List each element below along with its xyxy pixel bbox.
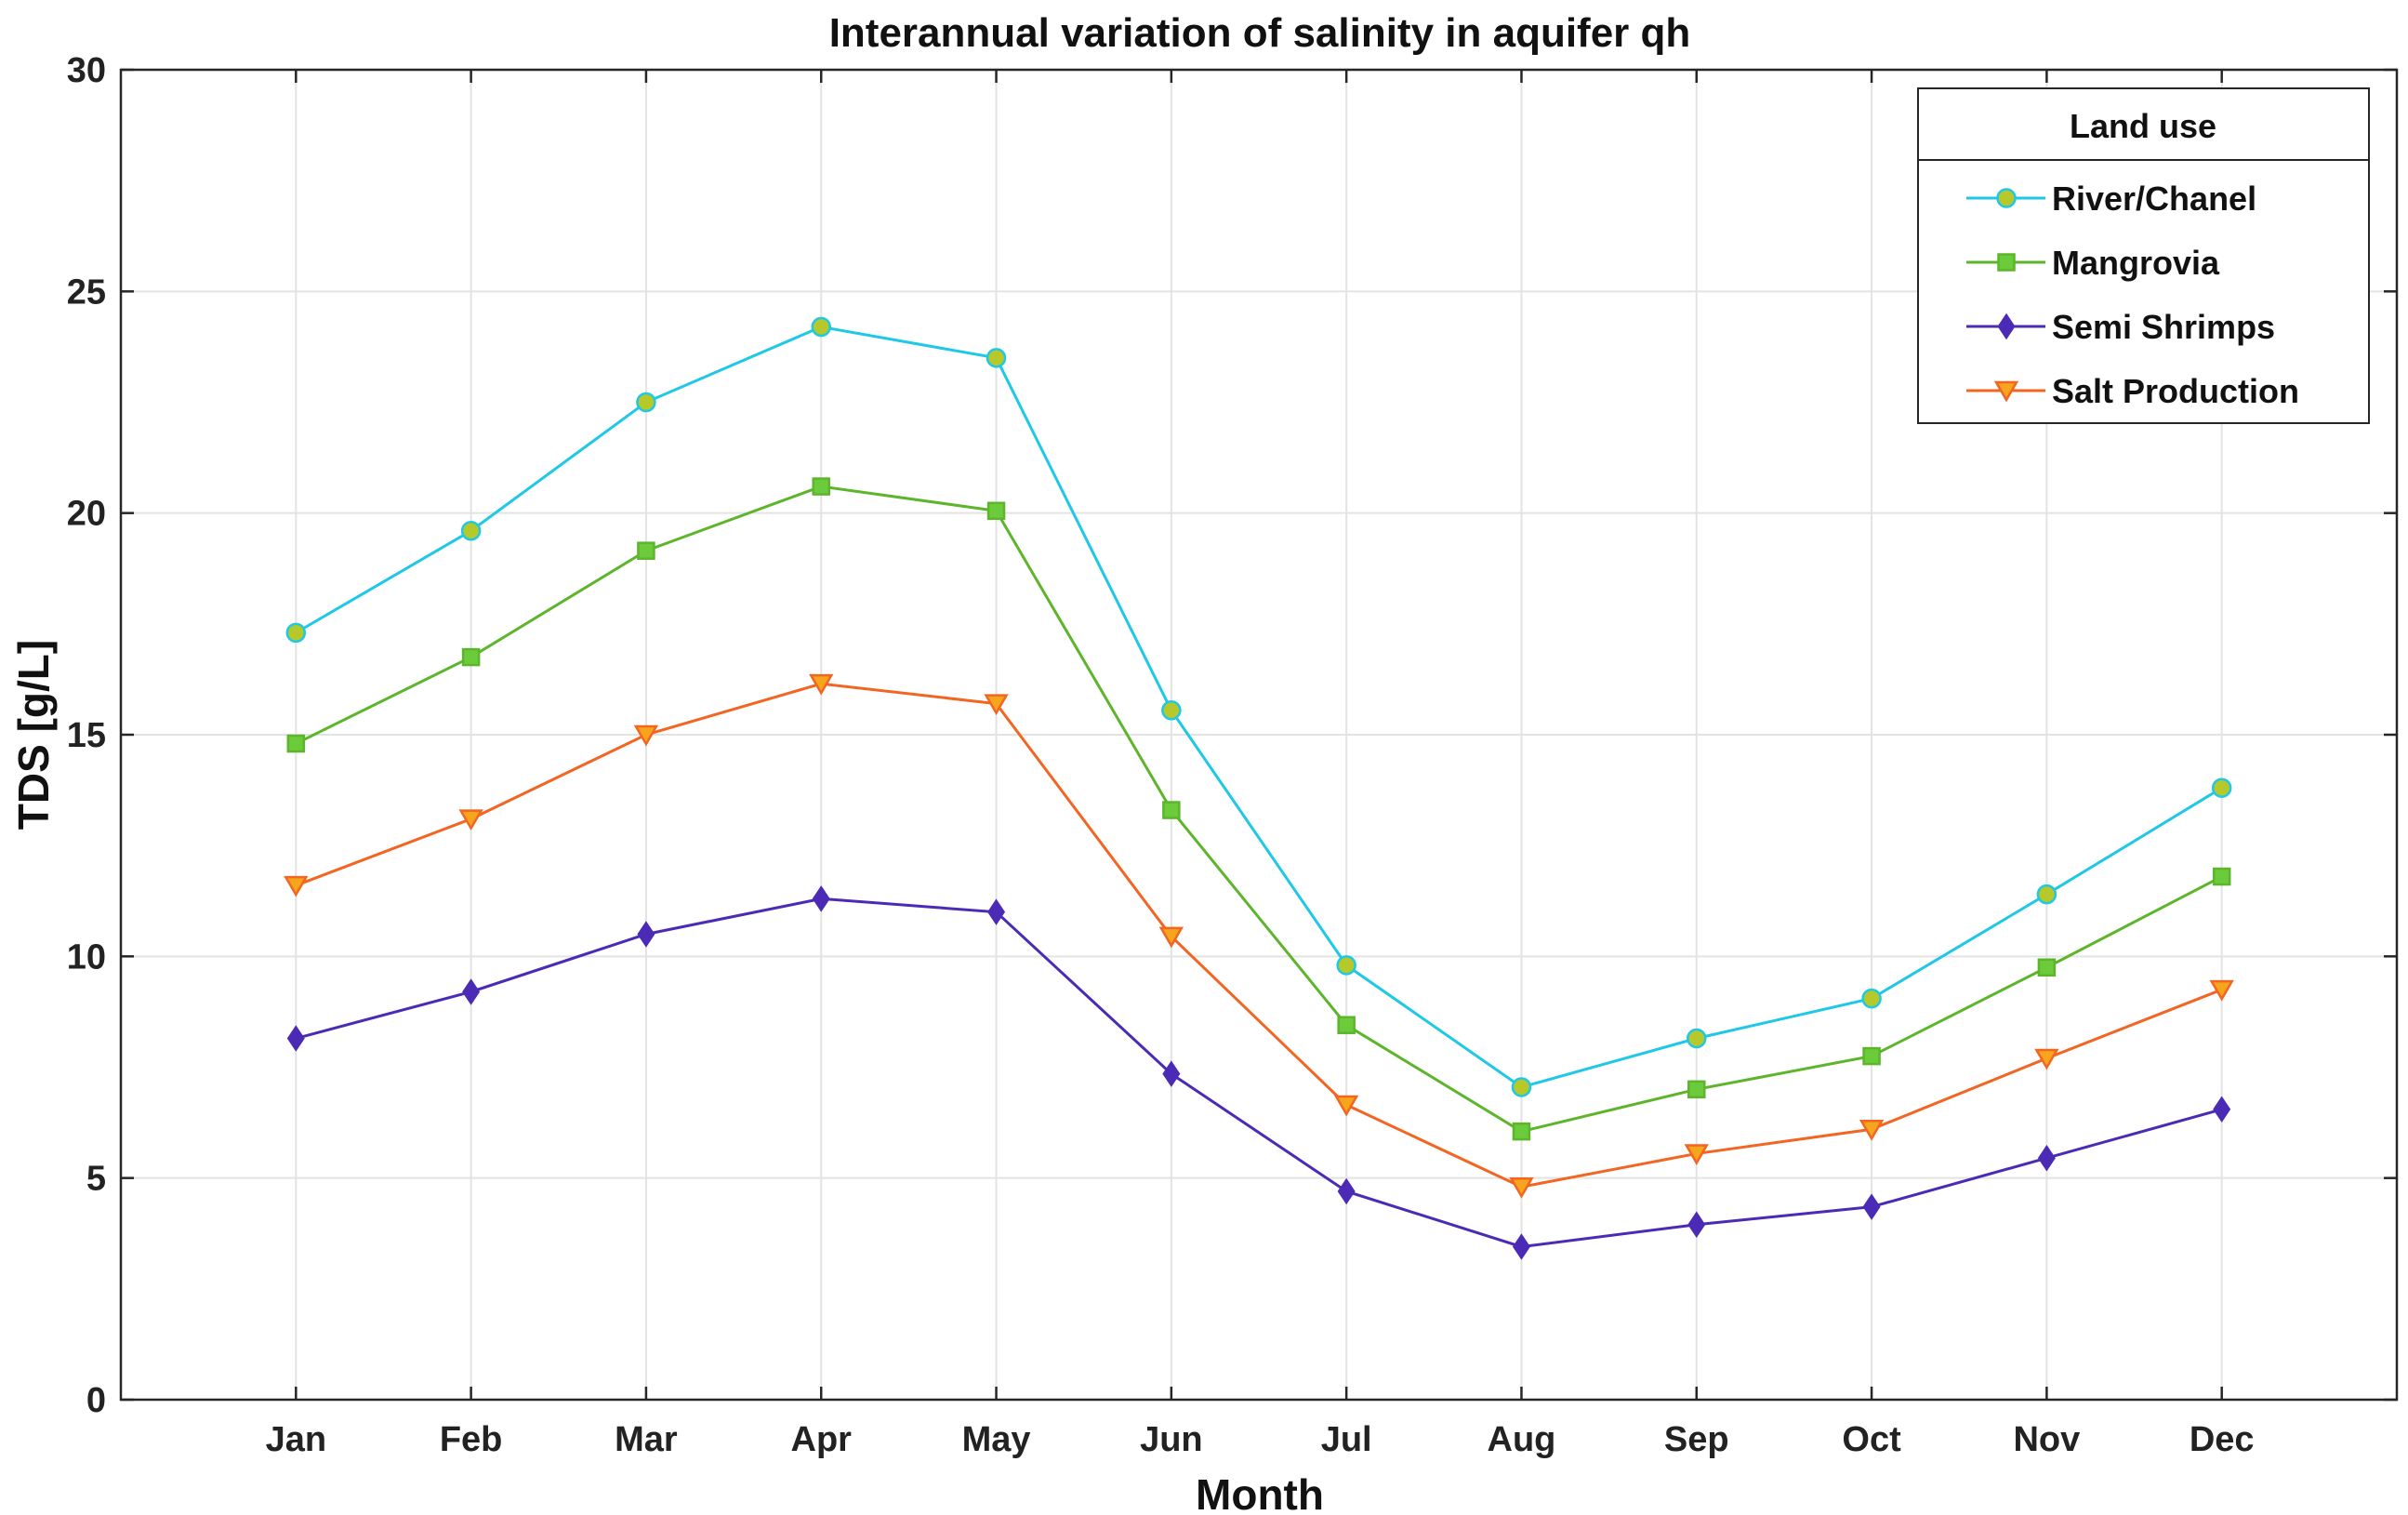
- x-tick-label: Dec: [2190, 1420, 2255, 1459]
- chart-title: Interannual variation of salinity in aqu…: [829, 10, 1691, 56]
- data-point: [1337, 1177, 1356, 1205]
- x-tick-label: Mar: [615, 1420, 678, 1459]
- data-point: [1687, 1211, 1706, 1238]
- data-point: [2211, 777, 2232, 798]
- series-line: [295, 485, 2223, 1134]
- legend-swatch-marker: [1996, 188, 2017, 208]
- legend-entry: River/Chanel: [1966, 179, 2256, 218]
- data-point: [1511, 1077, 1532, 1097]
- x-axis-ticks: Jan Feb Mar Apr May Jun Jul Aug Sep Oct Nov Dec: [266, 70, 2255, 1459]
- x-tick-label: May: [962, 1420, 1031, 1459]
- y-tick-label: 0: [86, 1381, 106, 1420]
- y-tick-label: 15: [67, 716, 106, 755]
- data-point: [1862, 1193, 1881, 1220]
- data-point: [1684, 1144, 1709, 1165]
- data-point: [2034, 1048, 2059, 1070]
- y-tick-label: 20: [67, 495, 106, 534]
- data-point: [2213, 1096, 2231, 1123]
- data-point: [811, 316, 831, 338]
- legend-entry: Mangrovia: [1966, 244, 2220, 282]
- legend-label: Semi Shrimps: [2052, 308, 2275, 346]
- x-tick-label: Nov: [2013, 1420, 2080, 1459]
- x-tick-label: Jul: [1321, 1420, 1372, 1459]
- legend: Land use River/Chanel Mangrovia Semi Shrim…: [1917, 87, 2370, 424]
- x-tick-label: Jan: [266, 1420, 326, 1459]
- data-point: [1862, 1046, 1881, 1066]
- series-line: [295, 325, 2223, 1089]
- data-point: [986, 501, 1006, 521]
- data-point: [286, 734, 306, 753]
- data-point: [284, 875, 309, 897]
- data-point: [1512, 1233, 1530, 1260]
- data-point: [984, 694, 1009, 716]
- y-tick-label: 30: [67, 51, 106, 90]
- series-line: [295, 897, 2223, 1249]
- data-point: [637, 921, 655, 948]
- data-point: [2209, 979, 2234, 1002]
- series-2: [286, 885, 2231, 1260]
- legend-box: [1917, 87, 2370, 424]
- series-line: [295, 682, 2223, 1189]
- legend-swatch-marker: [1993, 380, 2019, 403]
- data-point: [462, 978, 481, 1005]
- data-point: [286, 1025, 305, 1052]
- data-point: [812, 885, 830, 912]
- x-tick-label: Sep: [1664, 1420, 1729, 1459]
- data-point: [1687, 1028, 1707, 1049]
- x-axis-title: Month: [1196, 1470, 1324, 1515]
- x-tick-label: Jun: [1140, 1420, 1203, 1459]
- data-point: [2036, 884, 2057, 905]
- data-point: [2037, 1144, 2056, 1172]
- legend-title: Land use: [2070, 107, 2216, 145]
- data-point: [987, 898, 1006, 925]
- y-axis-ticks: 0 5 10 15 20 25 30: [67, 51, 2397, 1420]
- data-point: [1512, 1122, 1531, 1141]
- legend-label: Mangrovia: [2052, 244, 2220, 282]
- legend-label: Salt Production: [2052, 372, 2299, 410]
- legend-entry: Semi Shrimps: [1966, 308, 2275, 346]
- data-point: [458, 809, 483, 831]
- series-1: [286, 477, 2231, 1141]
- data-point: [633, 724, 659, 747]
- data-point: [1861, 988, 1882, 1009]
- legend-swatch-marker: [1997, 253, 2016, 272]
- data-point: [636, 392, 656, 413]
- data-point: [1333, 1095, 1359, 1117]
- series-0: [285, 316, 2232, 1097]
- legend-entry: Salt Production: [1966, 372, 2299, 410]
- data-point: [1162, 1060, 1181, 1087]
- x-tick-label: Apr: [791, 1420, 853, 1459]
- y-tick-label: 10: [67, 937, 106, 977]
- data-point: [1509, 1176, 1534, 1199]
- y-tick-label: 5: [86, 1160, 106, 1199]
- data-point: [285, 622, 307, 644]
- data-point: [2037, 958, 2057, 977]
- series-layer: [284, 316, 2234, 1260]
- data-point: [1161, 700, 1182, 721]
- y-axis-title: TDS [g/L]: [9, 640, 58, 830]
- legend-label: River/Chanel: [2052, 179, 2256, 218]
- data-point: [1336, 955, 1356, 976]
- data-point: [1162, 801, 1181, 819]
- legend-entries: River/Chanel Mangrovia Semi Shrimps Salt Pr…: [1966, 179, 2299, 410]
- data-point: [1337, 1016, 1356, 1034]
- data-point: [2212, 867, 2231, 886]
- legend-swatch-marker: [1997, 312, 2016, 340]
- data-point: [809, 673, 834, 696]
- data-point: [460, 520, 482, 541]
- x-tick-label: Aug: [1488, 1420, 1556, 1459]
- data-point: [1859, 1119, 1885, 1141]
- y-tick-label: 25: [67, 272, 106, 312]
- series-3: [284, 673, 2234, 1199]
- x-tick-label: Oct: [1842, 1420, 1901, 1459]
- x-tick-label: Feb: [440, 1420, 503, 1459]
- data-point: [1158, 926, 1184, 949]
- data-point: [986, 348, 1007, 368]
- data-point: [461, 647, 481, 667]
- data-point: [637, 541, 655, 560]
- data-point: [812, 477, 830, 496]
- data-point: [1687, 1080, 1706, 1099]
